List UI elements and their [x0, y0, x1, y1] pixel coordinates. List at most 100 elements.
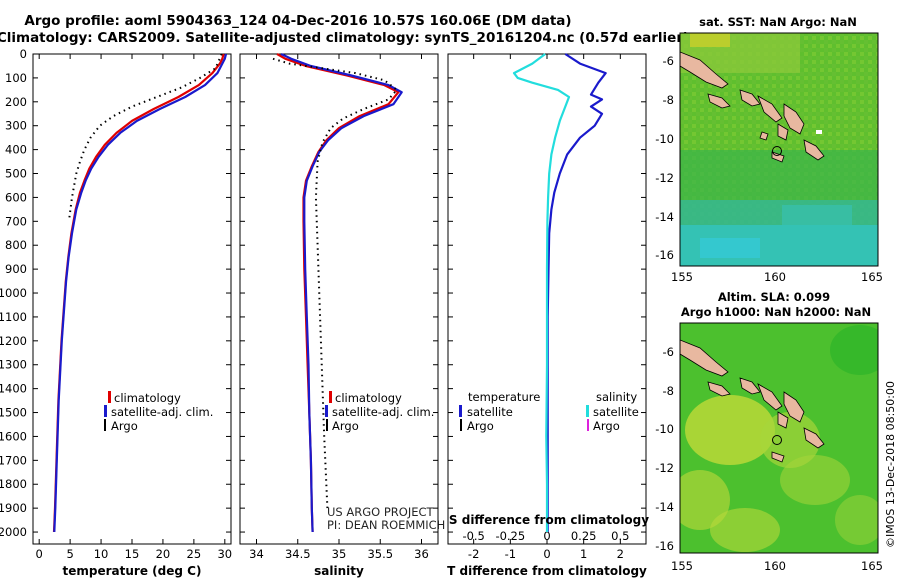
temperature-plot: 0 5 10 15 20 25 30	[36, 53, 232, 561]
difference-xtick2-label: 0.5	[611, 529, 629, 543]
project-credit-line1: US ARGO PROJECT	[327, 505, 435, 519]
sla-argo-location-marker	[772, 435, 782, 445]
legend-label-s-satellite: satellite	[593, 405, 639, 419]
svg-text:-14: -14	[655, 210, 674, 224]
sst-map-frame	[679, 32, 879, 267]
legend-swatch-satellite	[325, 405, 328, 417]
depth-tick-label: 300	[5, 119, 27, 133]
legend-label-s-argo: Argo	[593, 419, 620, 433]
temperature-series-satellite-adj-clim-	[53, 53, 228, 533]
svg-text:165: 165	[861, 270, 883, 284]
depth-tick-label: 100	[5, 71, 27, 85]
sla-map-yticks: -6 -8 -10 -12 -14 -16	[655, 345, 674, 553]
temperature-xtick-label: 20	[156, 547, 171, 561]
svg-text:-10: -10	[655, 422, 674, 436]
svg-text:160: 160	[764, 270, 786, 284]
sla-map-xticks: 155 160 165	[671, 559, 883, 573]
legend-label-satellite: satellite-adj. clim.	[111, 405, 213, 419]
salinity-xlabel: salinity	[314, 564, 364, 578]
legend-swatch-t-argo	[460, 419, 462, 431]
figure-title-line1: Argo profile: aoml 5904363_124 04-Dec-20…	[24, 13, 571, 29]
salinity-panel-frame	[239, 53, 439, 545]
difference-legend-temperature: temperature satellite Argo	[459, 390, 540, 433]
depth-tick-label: 0	[20, 47, 27, 61]
legend-label-climatology: climatology	[335, 391, 402, 405]
legend-swatch-s-satellite	[586, 405, 589, 417]
legend-swatch-t-satellite	[459, 405, 462, 417]
temperature-legend: climatology satellite-adj. clim. Argo	[104, 391, 213, 433]
difference-plot: -2 -1 0 1 2 -0.5 -0.25 0 0.25 0.5	[462, 53, 629, 561]
depth-tick-label: 600	[5, 190, 27, 204]
difference-xlabel2: S difference from climatology	[449, 513, 649, 527]
svg-text:-8: -8	[663, 93, 674, 107]
difference-xtick2-label: 0.25	[571, 529, 597, 543]
legend-heading-salinity: salinity	[596, 390, 637, 404]
svg-text:-12: -12	[655, 461, 674, 475]
legend-swatch-satellite	[104, 405, 107, 417]
sla-map-title-line1: Altim. SLA: 0.099	[718, 290, 830, 304]
svg-text:155: 155	[671, 559, 693, 573]
legend-heading-temperature: temperature	[468, 390, 540, 404]
difference-legend-salinity: salinity satellite Argo	[586, 390, 639, 433]
depth-tick-label: 1700	[0, 453, 27, 467]
svg-text:-12: -12	[655, 171, 674, 185]
salinity-xtick-label: 35.5	[367, 547, 393, 561]
legend-swatch-s-argo	[587, 419, 589, 431]
depth-tick-label: 800	[5, 238, 27, 252]
salinity-xtick-label: 34	[249, 547, 264, 561]
sst-map-title: sat. SST: NaN Argo: NaN	[699, 15, 857, 29]
depth-tick-label: 1100	[0, 310, 27, 324]
temperature-xtick-label: 5	[66, 547, 73, 561]
salinity-legend: climatology satellite-adj. clim. Argo	[325, 391, 434, 433]
legend-swatch-climatology	[108, 391, 111, 403]
imos-timestamp: ©IMOS 13-Dec-2018 08:50:00	[884, 381, 897, 548]
difference-xtick2-label: -0.5	[462, 529, 484, 543]
depth-tick-label: 1200	[0, 334, 27, 348]
difference-xtick-label: -1	[505, 547, 516, 561]
sla-map-title-line2: Argo h1000: NaN h2000: NaN	[681, 305, 871, 319]
depth-tick-label: 1000	[0, 286, 27, 300]
salinity-xtick-label: 34.5	[285, 547, 311, 561]
difference-xtick-label: -2	[468, 547, 479, 561]
difference-xtick-label: 1	[580, 547, 587, 561]
salinity-xtick-label: 35	[332, 547, 347, 561]
sla-map	[680, 323, 878, 553]
svg-text:165: 165	[861, 559, 883, 573]
sst-map-yticks: -6 -8 -10 -12 -14 -16	[655, 54, 674, 262]
sst-argo-location-marker	[772, 146, 782, 156]
legend-swatch-argo	[326, 419, 328, 431]
depth-tick-label: 2000	[0, 525, 27, 539]
svg-text:-10: -10	[655, 132, 674, 146]
svg-text:-14: -14	[655, 500, 674, 514]
difference-xtick2-label: -0.25	[495, 529, 525, 543]
legend-label-argo: Argo	[332, 419, 359, 433]
salinity-series-argo	[272, 57, 398, 509]
salinity-plot: 34 34.5 35 35.5 36	[249, 53, 429, 561]
depth-tick-label: 900	[5, 262, 27, 276]
svg-text:-8: -8	[663, 384, 674, 398]
depth-tick-label: 1500	[0, 406, 27, 420]
svg-text:-6: -6	[663, 54, 674, 68]
depth-tick-label: 1600	[0, 429, 27, 443]
legend-label-t-argo: Argo	[467, 419, 494, 433]
temperature-xtick-label: 30	[217, 547, 232, 561]
legend-label-t-satellite: satellite	[467, 405, 513, 419]
sla-map-frame	[679, 322, 879, 554]
legend-label-satellite: satellite-adj. clim.	[332, 405, 434, 419]
salinity-xtick-label: 36	[414, 547, 429, 561]
depth-tick-label: 1900	[0, 501, 27, 515]
svg-text:155: 155	[671, 270, 693, 284]
depth-tick-label: 1400	[0, 382, 27, 396]
depth-tick-label: 200	[5, 95, 27, 109]
difference-xlabel: T difference from climatology	[447, 564, 647, 578]
sst-map-xticks: 155 160 165	[671, 270, 883, 284]
difference-xtick-label: 2	[617, 547, 624, 561]
depth-tick-label: 700	[5, 214, 27, 228]
salinity-series-satellite-adj-clim-	[280, 53, 403, 533]
depth-tick-label: 1800	[0, 477, 27, 491]
legend-label-argo: Argo	[111, 419, 138, 433]
difference-series-salinity-satellite	[512, 53, 571, 532]
temperature-xtick-label: 15	[125, 547, 140, 561]
depth-tick-label: 500	[5, 167, 27, 181]
